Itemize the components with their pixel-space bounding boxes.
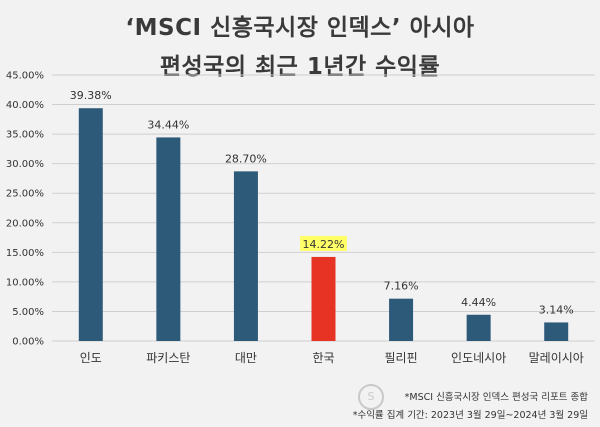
x-tick-label: 한국 [312,351,334,365]
y-tick-label: 35.00% [6,130,44,141]
data-label: 3.14% [539,303,574,316]
data-label: 28.70% [225,152,267,165]
y-tick-label: 45.00% [6,71,44,82]
chart-title-line-1: ‘MSCI 신흥국시장 인덱스’ 아시아 [125,15,475,41]
data-label: 34.44% [147,118,189,131]
chart-title-line-2: 편성국의 최근 1년간 수익률 [159,54,441,80]
data-label: 14.22% [303,238,345,251]
y-tick-label: 20.00% [6,218,44,229]
period-note: *수익률 집계 기간: 2023년 3월 29일~2024년 3월 29일 [352,410,588,421]
y-tick-label: 25.00% [6,189,44,200]
bar [311,256,336,341]
x-tick-label: 대만 [235,351,257,365]
bar [156,137,181,341]
bar [466,314,491,341]
y-tick-label: 10.00% [6,277,44,288]
watermark-logo-icon: S [358,384,384,410]
source-note: *MSCI 신흥국시장 인덱스 편성국 리포트 종합 [404,392,588,403]
x-tick-label: 인도네시아 [451,351,506,365]
bar [389,298,414,341]
bar [78,108,103,341]
y-tick-label: 15.00% [6,248,44,259]
x-tick-label: 말레이시아 [529,351,584,365]
bar [544,322,569,341]
x-tick-label: 파키스탄 [146,351,190,365]
value-label-highlight [300,235,347,251]
data-label: 4.44% [461,296,496,309]
bar [233,171,258,341]
data-label: 7.16% [384,280,419,293]
y-tick-label: 0.00% [12,337,44,348]
y-tick-label: 40.00% [6,100,44,111]
data-label: 39.38% [70,89,112,102]
y-tick-label: 30.00% [6,159,44,170]
y-tick-label: 5.00% [12,307,44,318]
x-tick-label: 인도 [80,351,102,365]
x-tick-label: 필리핀 [385,351,418,365]
